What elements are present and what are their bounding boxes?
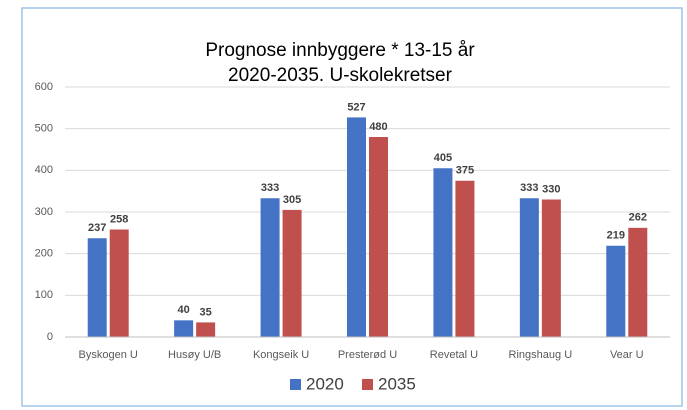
chart-subtitle: 2020-2035. U-skolekretser bbox=[228, 65, 453, 86]
legend-swatch bbox=[290, 379, 301, 390]
y-tick-label: 500 bbox=[35, 123, 53, 135]
bar bbox=[109, 229, 129, 337]
bar bbox=[541, 199, 561, 337]
bar bbox=[196, 322, 216, 337]
bar bbox=[260, 198, 280, 337]
data-label: 305 bbox=[283, 194, 301, 206]
bar bbox=[455, 180, 475, 337]
x-tick-label: Presterød U bbox=[338, 349, 397, 361]
bar bbox=[347, 117, 366, 338]
data-label: 480 bbox=[369, 121, 387, 133]
data-label: 219 bbox=[607, 230, 625, 242]
y-tick-label: 300 bbox=[35, 206, 53, 218]
chart-title: Prognose innbyggere * 13-15 år bbox=[205, 40, 475, 61]
data-label: 330 bbox=[542, 183, 560, 195]
y-tick-label: 200 bbox=[35, 248, 53, 260]
bar bbox=[282, 209, 302, 337]
bar bbox=[87, 238, 107, 337]
data-label: 527 bbox=[347, 101, 365, 113]
legend-swatch bbox=[362, 379, 373, 390]
bar bbox=[606, 245, 626, 337]
data-label: 405 bbox=[434, 152, 452, 164]
x-tick-label: Byskogen U bbox=[79, 349, 138, 361]
bar bbox=[628, 227, 648, 337]
x-tick-label: Vear U bbox=[610, 349, 644, 361]
data-label: 237 bbox=[88, 222, 106, 234]
data-label: 333 bbox=[520, 182, 538, 194]
data-label: 258 bbox=[110, 213, 128, 225]
data-label: 40 bbox=[178, 304, 190, 316]
legend-label: 2020 bbox=[306, 374, 344, 393]
data-label: 262 bbox=[629, 212, 647, 224]
y-tick-label: 600 bbox=[35, 81, 53, 93]
x-tick-label: Revetal U bbox=[430, 349, 478, 361]
y-tick-label: 400 bbox=[35, 164, 53, 176]
y-tick-label: 0 bbox=[47, 331, 53, 343]
data-label: 35 bbox=[200, 306, 212, 318]
x-tick-label: Kongseik U bbox=[253, 349, 309, 361]
bar bbox=[433, 168, 453, 337]
legend-label: 2035 bbox=[378, 374, 416, 393]
y-tick-label: 100 bbox=[35, 289, 53, 301]
bar bbox=[369, 137, 388, 337]
x-tick-label: Husøy U/B bbox=[168, 349, 221, 361]
x-tick-label: Ringshaug U bbox=[509, 349, 573, 361]
data-label: 333 bbox=[261, 182, 279, 194]
bar bbox=[519, 198, 539, 337]
data-label: 375 bbox=[456, 165, 474, 177]
bar bbox=[174, 320, 194, 337]
